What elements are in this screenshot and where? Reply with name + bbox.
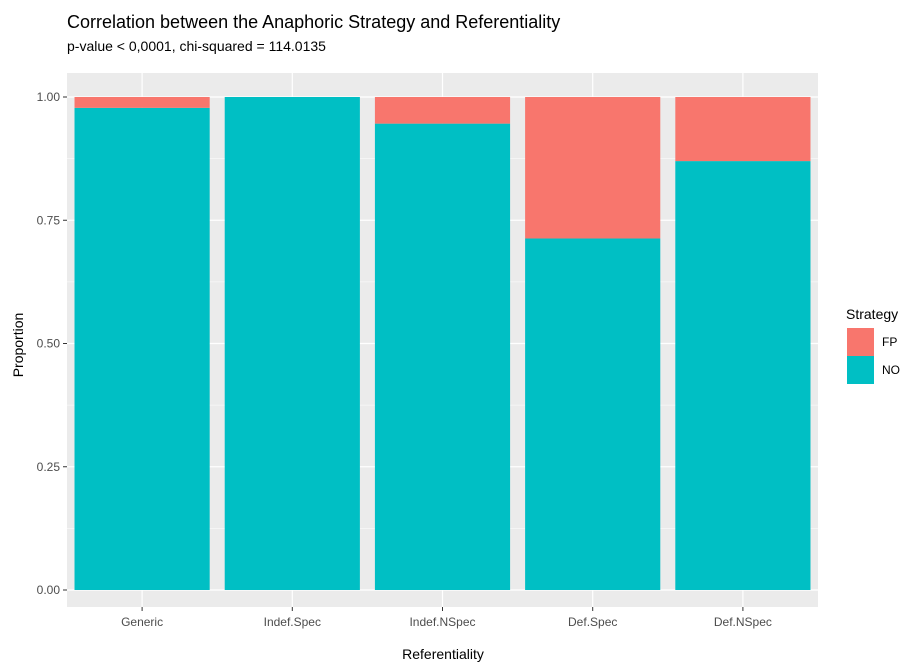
chart-subtitle: p-value < 0,0001, chi-squared = 114.0135 (67, 38, 326, 54)
y-tick-label: 1.00 (37, 90, 61, 104)
y-tick-label: 0.50 (37, 337, 61, 351)
x-tick-label: Def.Spec (568, 615, 617, 629)
chart-title: Correlation between the Anaphoric Strate… (67, 12, 560, 32)
bar-no-generic (74, 107, 210, 590)
legend-swatch-fp (847, 328, 874, 356)
bar-fp-def-spec (525, 97, 661, 239)
y-tick-label: 0.75 (37, 213, 61, 227)
bar-no-indef-nspec (374, 123, 511, 590)
bar-fp-generic (74, 97, 210, 108)
x-tick-label: Indef.Spec (264, 615, 321, 629)
legend-title: Strategy (846, 306, 898, 322)
y-axis-title: Proportion (10, 313, 26, 378)
legend-label-fp: FP (882, 335, 897, 349)
legend-entries: FP NO (847, 328, 900, 384)
legend-swatch-no (847, 356, 874, 384)
legend: Strategy FP NO (846, 306, 900, 384)
x-tick-label: Generic (121, 615, 163, 629)
x-tick-label: Def.NSpec (714, 615, 772, 629)
y-tick-label: 0.00 (37, 583, 61, 597)
bars (74, 97, 811, 590)
bar-no-indef-spec (224, 97, 360, 590)
legend-label-no: NO (882, 363, 900, 377)
bar-no-def-spec (525, 238, 661, 590)
y-tick-label: 0.25 (37, 460, 61, 474)
x-axis-title: Referentiality (402, 646, 484, 662)
bar-fp-def-nspec (675, 97, 811, 162)
bar-no-def-nspec (675, 161, 811, 590)
y-axis: 0.00 0.25 0.50 0.75 1.00 (37, 90, 67, 597)
bar-fp-indef-nspec (374, 97, 511, 124)
x-axis: Generic Indef.Spec Indef.NSpec Def.Spec Def.… (121, 607, 772, 629)
x-tick-label: Indef.NSpec (409, 615, 475, 629)
